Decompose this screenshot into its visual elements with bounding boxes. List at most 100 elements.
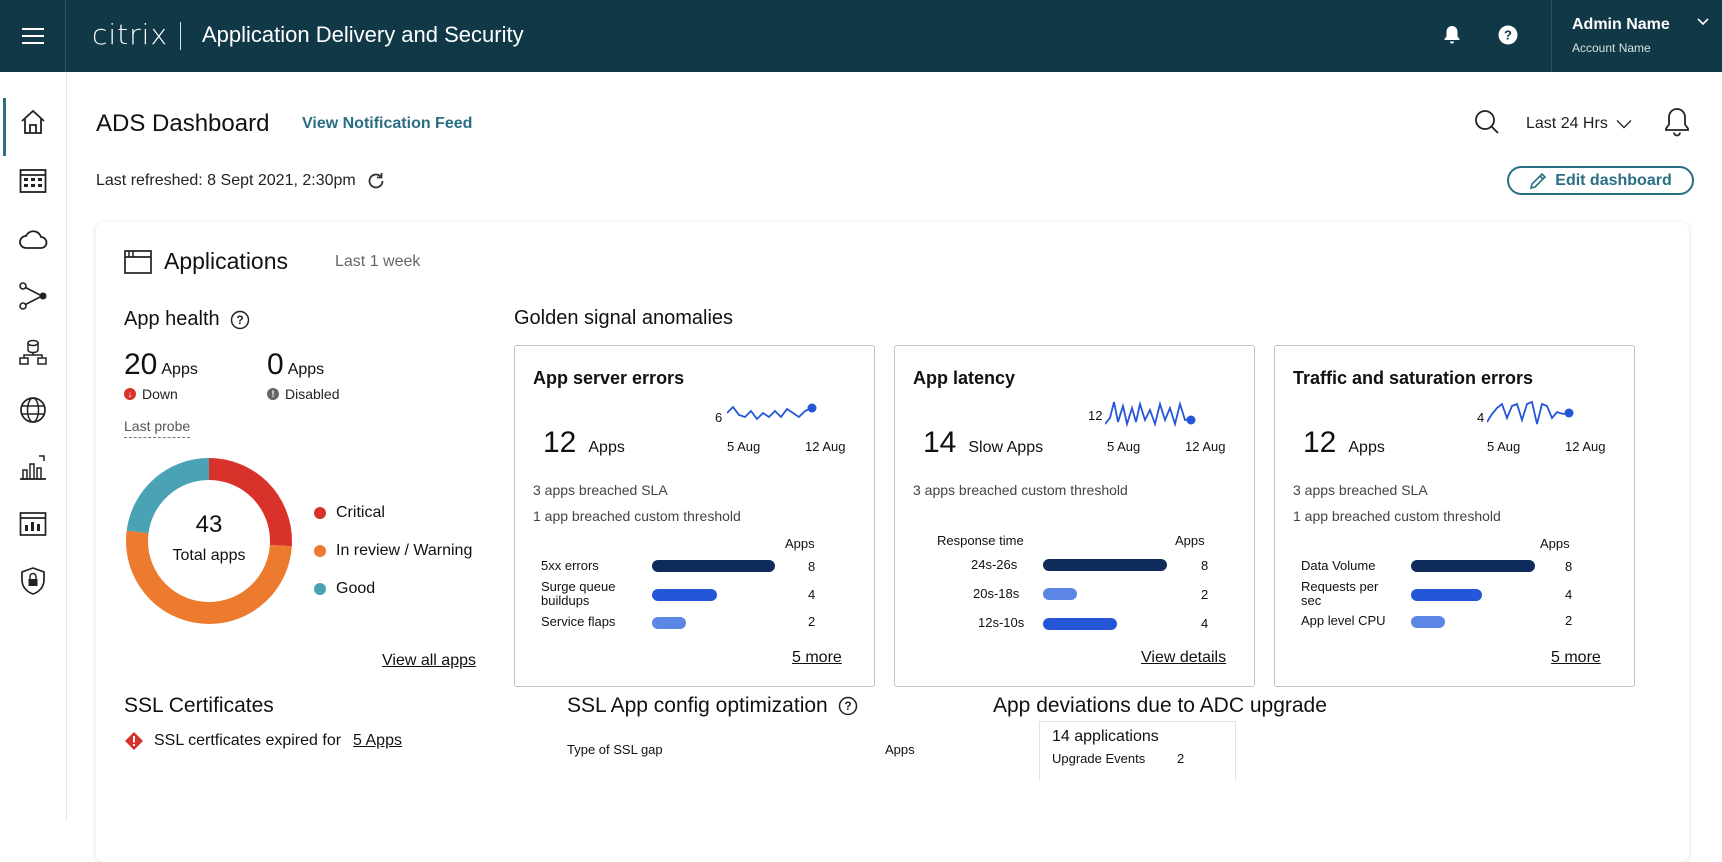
bar-value: 8 [1565,559,1573,574]
col-head-apps: Apps [1540,536,1570,551]
bar-label: Data Volume [1301,558,1376,573]
app-health-label: App health [124,308,220,330]
help-outline-icon[interactable]: ? [230,310,250,330]
applications-header: Applications [124,248,288,275]
bar [652,617,686,629]
bar [1043,588,1077,600]
sidebar-item-analytics[interactable] [0,443,66,491]
user-menu[interactable]: Admin Name Account Name [1551,0,1722,72]
bell-icon [1444,26,1460,44]
bar-row: 20s-18s 2 [895,583,1256,605]
view-notification-feed-link[interactable]: View Notification Feed [302,115,473,132]
card-note: 3 apps breached SLA [533,482,668,498]
ssl-expired-apps-link[interactable]: 5 Apps [353,732,402,749]
ssl-certificates-title: SSL Certificates [124,694,274,717]
view-details-link[interactable]: View details [1141,649,1227,666]
bar-label: Requests per sec [1301,579,1379,608]
card-unit: Apps [588,439,625,456]
disabled-apps-stat[interactable]: 0 Apps ! Disabled [267,348,339,402]
brand-divider [180,22,181,50]
refresh-icon[interactable] [366,171,386,191]
shield-lock-icon [21,567,45,595]
bar-label: 24s-26s [971,557,1018,572]
app-deviations-title: App deviations due to ADC upgrade [993,694,1327,717]
bar [1411,616,1445,628]
sidebar-item-home[interactable] [0,98,66,156]
sidebar-item-cloud[interactable] [0,215,66,263]
applications-title: Applications [164,248,289,274]
time-range-value: Last 24 Hrs [1526,115,1608,132]
sidebar-item-security[interactable] [0,557,66,605]
more-link[interactable]: 5 more [1551,649,1601,666]
card-note: 1 app breached custom threshold [1293,508,1501,524]
critical-dot [314,507,326,519]
user-name: Admin Name [1572,16,1670,33]
bar-label: 20s-18s [973,586,1020,601]
help-icon: ? [1498,25,1518,45]
search-button[interactable] [1474,109,1500,140]
sidebar-item-global[interactable] [0,386,66,434]
last-probe[interactable]: Last probe [124,418,191,438]
bar-row: Requests per sec 4 [1275,580,1636,608]
card-title: Traffic and saturation errors [1293,368,1534,388]
chevron-down-icon [1697,18,1709,26]
bar-value: 4 [1201,616,1209,631]
spark-end: 12 Aug [1185,439,1226,454]
warning-dot [314,545,326,557]
good-dot [314,583,326,595]
down-unit: Apps [161,361,198,378]
bar-label: 12s-10s [978,615,1025,630]
sidebar-item-infrastructure[interactable] [0,329,66,377]
traffic-saturation-errors-card[interactable]: Traffic and saturation errors 12 Apps 4 5… [1274,345,1635,687]
top-bar: citrix Application Delivery and Security… [0,0,1722,72]
donut-segment-good[interactable] [126,458,292,624]
sidebar-item-reports[interactable] [0,500,66,548]
spark-end: 12 Aug [1565,439,1606,454]
ssl-apps-col-head: Apps [885,742,915,757]
alerts-button[interactable] [1664,107,1690,142]
down-count: 20 [124,348,158,381]
deviation-value: 2 [1177,751,1185,766]
app-health-title: App health ? [124,308,250,331]
spark-value: 12 [1088,408,1103,423]
bar-label: App level CPU [1301,613,1386,628]
down-apps-stat[interactable]: 20 Apps ↓ Down [124,348,198,402]
app-server-errors-card[interactable]: App server errors 12 Apps 6 5 Aug 12 Aug … [514,345,875,687]
calendar-grid-icon [19,169,47,193]
pencil-icon [1530,172,1547,189]
sidebar-item-calendar[interactable] [0,157,66,205]
applications-card: Applications Last 1 week App health ? 20… [96,222,1689,862]
time-range-select[interactable]: Last 24 Hrs [1526,115,1632,133]
help-button[interactable]: ? [1495,22,1521,48]
home-icon [21,109,45,134]
col-head-apps: Apps [1175,533,1205,548]
app-health-donut[interactable] [124,456,294,626]
col-head-apps: Apps [785,536,815,551]
view-all-apps-link[interactable]: View all apps [382,652,476,669]
donut-segment-warning[interactable] [126,458,292,624]
legend-critical: Critical [314,494,472,532]
legend-label: In review / Warning [336,542,473,559]
bar-label: 5xx errors [541,558,599,573]
applications-period: Last 1 week [335,253,421,270]
menu-button[interactable] [0,0,66,72]
deviations-box-title: 14 applications [1052,728,1159,745]
server-network-icon [19,339,47,365]
legend-label: Critical [336,504,385,521]
spark-value: 6 [715,410,723,425]
more-link[interactable]: 5 more [792,649,842,666]
help-outline-icon[interactable]: ? [838,696,858,716]
warning-diamond-icon [125,732,143,750]
notifications-button[interactable] [1439,22,1465,48]
col-head-response-time: Response time [937,533,1024,548]
branch-icon [19,282,47,310]
bar-value: 4 [1565,587,1573,602]
sidebar-item-topology[interactable] [0,272,66,320]
edit-dashboard-button[interactable]: Edit dashboard [1507,166,1694,195]
info-icon: ! [267,388,279,400]
report-dashboard-icon [19,512,47,536]
bar-label: Service flaps [541,614,616,629]
bar [652,589,717,601]
app-latency-card[interactable]: App latency 14 Slow Apps 12 5 Aug 12 Aug … [894,345,1255,687]
browser-window-icon [124,249,152,274]
